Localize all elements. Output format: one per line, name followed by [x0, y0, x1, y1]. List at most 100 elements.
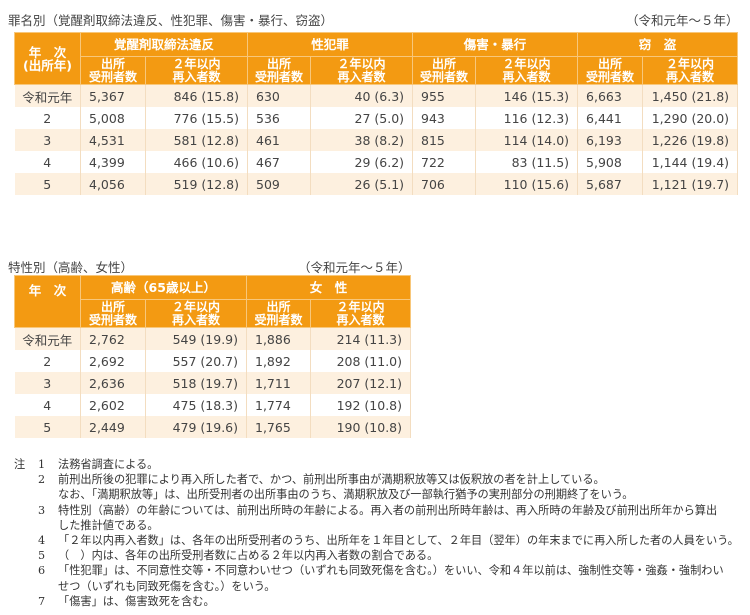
released-count-header-line1: 出所 — [100, 56, 125, 71]
reentry-count-header-line1: ２年以内 — [171, 299, 220, 314]
reentry-cell: 466 (10.6) — [145, 151, 249, 173]
note-line: 7 「傷害」は、傷害致死を含む。 — [14, 594, 744, 609]
reentry-cell: 27 (5.0) — [310, 107, 414, 129]
reentry-cell: 776 (15.5) — [145, 107, 249, 129]
reentry-cell: 549 (19.9) — [145, 327, 247, 350]
table-row: 4 4,399 466 (10.6) 467 29 (6.2) 722 83 (11.5) 5… — [14, 151, 739, 173]
released-cell: 1,774 — [246, 394, 311, 416]
year-cell: 2 — [14, 107, 81, 129]
reentry-cell: 110 (15.6) — [475, 173, 579, 195]
released-count-header-line1: 出所 — [267, 56, 292, 71]
reentry-count-header: ２年以内 再入者数 — [475, 56, 579, 85]
released-cell: 5,367 — [80, 84, 146, 107]
note-number: 3 — [38, 503, 46, 517]
year-cell: 4 — [14, 151, 81, 173]
reentry-count-header-line2: 再入者数 — [336, 312, 385, 327]
reentry-cell: 1,450 (21.8) — [642, 84, 739, 107]
reentry-cell: 1,144 (19.4) — [642, 151, 739, 173]
released-count-header-line2: 受刑者数 — [88, 312, 137, 327]
table-row: 2 2,692 557 (20.7) 1,892 208 (11.0) — [14, 350, 412, 372]
note-line: 5 （ ）内は、各年の出所受刑者数に占める２年以内再入者数の割合である。 — [14, 548, 744, 563]
sub-header-row: 出所 受刑者数 ２年以内 再入者数 出所 受刑者数 ２年以内 再入者数 — [15, 299, 412, 328]
released-cell: 722 — [412, 151, 477, 173]
note-line: 6 「性犯罪」は、不同意性交等・不同意わいせつ（いずれも同致死傷を含む。）をいい、… — [14, 563, 744, 578]
table-row: 令和元年 2,762 549 (19.9) 1,886 214 (11.3) — [14, 327, 412, 350]
released-count-header-line2: 受刑者数 — [420, 69, 469, 84]
reentry-cell: 846 (15.8) — [145, 84, 249, 107]
released-cell: 2,692 — [80, 350, 146, 372]
note-label — [14, 503, 38, 518]
reentry-cell: 475 (18.3) — [145, 394, 247, 416]
note-text: なお、「満期釈放等」は、出所受刑者の出所事由のうち、満期釈放及び一部執行猶予の実… — [58, 488, 634, 502]
note-label — [14, 472, 38, 487]
year-cell: 3 — [14, 372, 81, 394]
released-cell: 467 — [247, 151, 312, 173]
reentry-count-header-line2: 再入者数 — [666, 69, 715, 84]
year-header: 年 次 — [14, 275, 81, 328]
released-cell: 1,711 — [246, 372, 311, 394]
released-count-header-line2: 受刑者数 — [255, 69, 304, 84]
reentry-cell: 1,226 (19.8) — [642, 129, 739, 151]
released-cell: 536 — [247, 107, 312, 129]
note-number: 2 — [38, 473, 46, 487]
released-cell: 4,531 — [80, 129, 146, 151]
released-cell: 2,762 — [80, 327, 146, 350]
reentry-cell: 518 (19.7) — [145, 372, 247, 394]
reentry-cell: 116 (12.3) — [475, 107, 579, 129]
note-label: 注 — [14, 458, 26, 471]
note-line: なお、「満期釈放等」は、出所受刑者の出所事由のうち、満期釈放及び一部執行猶予の実… — [14, 487, 744, 502]
reentry-cell: 581 (12.8) — [145, 129, 249, 151]
note-number — [38, 487, 58, 502]
released-cell: 2,602 — [80, 394, 146, 416]
released-count-header: 出所 受刑者数 — [247, 56, 312, 85]
year-cell: 2 — [14, 350, 81, 372]
reentry-cell: 207 (12.1) — [310, 372, 412, 394]
note-text: 「傷害」は、傷害致死を含む。 — [58, 594, 215, 608]
note-text: 「性犯罪」は、不同意性交等・不同意わいせつ（いずれも同致死傷を含む。）をいい、令… — [58, 564, 724, 578]
reentry-count-header: ２年以内 再入者数 — [145, 299, 247, 328]
note-line: 4 「２年以内再入者数」は、各年の出所受刑者のうち、出所年を１年目として、２年目（… — [14, 533, 744, 548]
note-label — [14, 579, 38, 594]
table-row: 令和元年 5,367 846 (15.8) 630 40 (6.3) 955 146 (15… — [14, 84, 739, 107]
year-cell: 4 — [14, 394, 81, 416]
released-cell: 509 — [247, 173, 312, 195]
group-header-assault: 傷害・暴行 — [412, 32, 579, 57]
released-cell: 6,441 — [577, 107, 644, 129]
year-cell: 3 — [14, 129, 81, 151]
released-count-header-line1: 出所 — [432, 56, 457, 71]
note-text: した推計値である。 — [58, 518, 159, 532]
released-cell: 706 — [412, 173, 477, 195]
table-row: 5 2,449 479 (19.6) 1,765 190 (10.8) — [14, 416, 412, 438]
released-cell: 2,449 — [80, 416, 146, 438]
group-header-sex-offense: 性犯罪 — [247, 32, 414, 57]
note-line: した推計値である。 — [14, 518, 744, 533]
note-text: （ ）内は、各年の出所受刑者数に占める２年以内再入者数の割合である。 — [58, 549, 439, 563]
note-text: 「２年以内再入者数」は、各年の出所受刑者のうち、出所年を１年目として、２年目（翌… — [58, 534, 739, 548]
reentry-cell: 146 (15.3) — [475, 84, 579, 107]
note-number — [38, 518, 58, 533]
released-count-header: 出所 受刑者数 — [80, 56, 146, 85]
note-label — [14, 518, 38, 533]
released-cell: 5,908 — [577, 151, 644, 173]
reentry-cell: 190 (10.8) — [310, 416, 412, 438]
released-count-header: 出所 受刑者数 — [80, 299, 146, 328]
released-cell: 815 — [412, 129, 477, 151]
reentry-cell: 1,121 (19.7) — [642, 173, 739, 195]
note-number: 7 — [38, 594, 46, 608]
reentry-count-header-line1: ２年以内 — [172, 56, 221, 71]
released-cell: 943 — [412, 107, 477, 129]
year-cell: 令和元年 — [14, 327, 81, 350]
released-cell: 6,193 — [577, 129, 644, 151]
reentry-count-header: ２年以内 再入者数 — [309, 299, 412, 328]
group-header-elderly: 高齢（65歳以上） — [80, 275, 247, 300]
note-number — [38, 579, 58, 594]
reentry-count-header-line1: ２年以内 — [502, 56, 551, 71]
table1-title: 罪名別（覚醒剤取締法違反、性犯罪、傷害・暴行、窃盗） — [8, 13, 334, 28]
table2-title: 特性別（高齢、女性） — [8, 260, 134, 275]
notes-section: 注 1 法務省調査による。 2 前刑出所後の犯罪により再入所した者で、かつ、前刑出所事由… — [14, 457, 744, 609]
table1-period: （令和元年～５年） — [626, 13, 739, 28]
table-row: 3 2,636 518 (19.7) 1,711 207 (12.1) — [14, 372, 412, 394]
year-header: 年 次 (出所年) — [14, 32, 81, 85]
note-line: 注 1 法務省調査による。 — [14, 457, 744, 472]
released-count-header-line1: 出所 — [266, 299, 291, 314]
